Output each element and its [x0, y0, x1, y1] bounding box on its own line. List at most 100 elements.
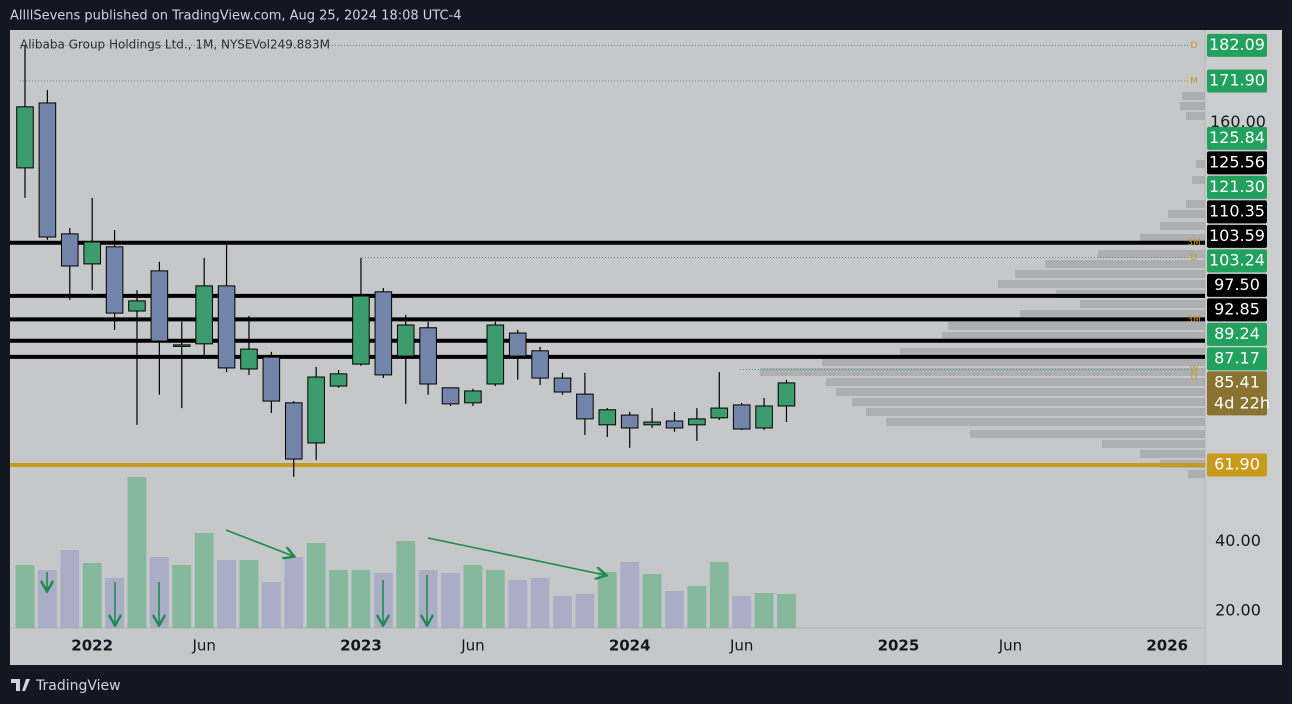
volume-bar	[306, 542, 326, 628]
price-label-box	[1207, 273, 1267, 297]
candle-body	[217, 285, 236, 369]
candle-body	[665, 420, 684, 429]
candle-body	[419, 327, 437, 385]
candle-body	[710, 407, 729, 419]
price-label: 125.84	[1209, 128, 1265, 147]
plot-area	[10, 44, 1205, 628]
candle-body	[128, 300, 146, 312]
volume-bar	[127, 477, 147, 628]
x-tick-label: 2023	[340, 637, 382, 655]
volume-bar	[709, 562, 729, 628]
x-tick-label: 2022	[71, 637, 113, 655]
volume-bar	[418, 570, 438, 628]
volume-bar	[463, 565, 483, 628]
publish-header: AllllSevens published on TradingView.com…	[10, 9, 462, 24]
x-tick-label: Jun	[998, 637, 1022, 655]
candle-body	[83, 241, 101, 265]
candle-body	[553, 377, 572, 393]
candle-body	[508, 332, 527, 357]
candle-body	[195, 285, 213, 345]
candle-body	[486, 324, 505, 385]
y-tick-label: 20.00	[1215, 601, 1261, 620]
candle-body	[643, 421, 661, 426]
candle-body	[464, 390, 482, 404]
volume-bar	[15, 565, 35, 628]
price-label: 92.85	[1214, 299, 1260, 318]
volume-bar	[508, 579, 528, 628]
candle-body	[329, 373, 348, 387]
volume-bar	[351, 570, 371, 628]
footer-brand: TradingView	[35, 678, 121, 694]
price-label-box	[1207, 298, 1267, 322]
volume-bar	[732, 596, 752, 628]
level-tag: D	[1191, 372, 1198, 382]
candle-body	[777, 382, 796, 407]
candle-body	[61, 233, 79, 267]
volume-bar	[642, 573, 662, 628]
symbol-legend: Alibaba Group Holdings Ltd., 1M, NYSE	[20, 38, 253, 52]
candle-body	[284, 402, 303, 460]
price-label: 97.50	[1214, 275, 1260, 294]
price-label-box	[1207, 453, 1267, 477]
candle-body	[307, 376, 325, 444]
volume-bar	[575, 593, 595, 628]
volume-bar	[60, 550, 80, 628]
price-label: 85.41	[1214, 372, 1260, 391]
volume-bar	[396, 541, 416, 628]
level-tag: 3M	[1187, 238, 1201, 248]
candle-body	[374, 291, 393, 376]
price-label: 110.35	[1209, 201, 1265, 220]
candle-body	[172, 344, 191, 347]
x-tick-label: 2024	[609, 637, 651, 655]
price-label: 182.09	[1209, 35, 1265, 54]
price-label-box	[1207, 224, 1267, 248]
volume-bar	[82, 562, 102, 628]
price-label-box	[1207, 347, 1267, 371]
volume-bar	[530, 577, 550, 628]
volume-bar	[553, 596, 572, 628]
price-label-box	[1207, 175, 1267, 199]
volume-bar	[665, 590, 684, 628]
volume-bar	[441, 573, 460, 628]
level-tag: W	[1190, 365, 1199, 375]
volume-bar	[284, 556, 304, 628]
price-label: 87.17	[1214, 348, 1260, 367]
candle-body	[688, 418, 706, 426]
candle-body	[38, 102, 57, 238]
price-label-box	[1207, 322, 1267, 346]
candle-body	[396, 324, 415, 357]
candle-body	[16, 106, 34, 169]
price-label: 121.30	[1209, 177, 1265, 196]
x-tick-label: Jun	[191, 637, 215, 655]
volume-bar	[217, 559, 236, 628]
tradingview-logo	[11, 679, 30, 691]
candle-body	[732, 404, 751, 430]
candle-body	[262, 356, 281, 402]
volume-bar	[754, 593, 774, 628]
price-label-box	[1207, 151, 1267, 175]
y-tick-label: 40.00	[1215, 531, 1261, 550]
level-tag: M	[1190, 76, 1198, 86]
bar-countdown: 4d 22h	[1214, 393, 1270, 412]
level-tag: D	[1191, 41, 1198, 51]
price-label-box	[1207, 69, 1267, 93]
level-tag: D	[1191, 253, 1198, 263]
candle-body	[352, 295, 370, 365]
volume-legend: Vol249.883M	[252, 38, 330, 52]
candle-body	[240, 348, 258, 370]
price-label-box	[1207, 33, 1267, 57]
price-label: 103.59	[1209, 226, 1265, 245]
price-label: 171.90	[1209, 70, 1265, 89]
candle-body	[441, 387, 460, 405]
candle-body	[576, 393, 594, 420]
price-label-box	[1207, 249, 1267, 273]
volume-bar	[485, 570, 505, 628]
x-tick-label: 2025	[878, 637, 920, 655]
price-label-box	[1207, 126, 1267, 150]
annotation-arrows	[47, 529, 605, 624]
candle-body	[598, 409, 617, 426]
candle-body	[755, 405, 773, 429]
candle-body	[105, 246, 124, 314]
candle-body	[531, 350, 549, 379]
